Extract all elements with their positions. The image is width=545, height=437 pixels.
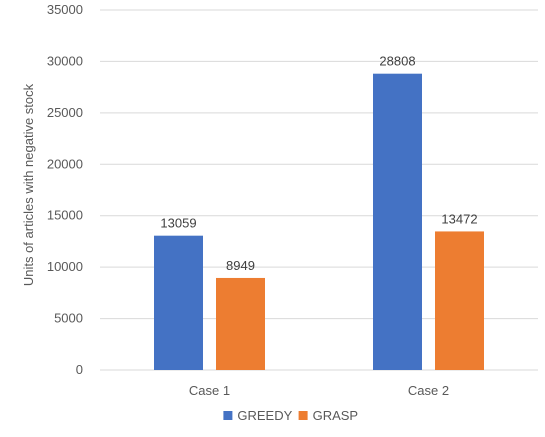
legend: GREEDY GRASP [223,408,358,423]
y-tick-label: 20000 [47,156,83,171]
y-tick-label: 10000 [47,259,83,274]
y-axis-ticks: 0 5000 10000 15000 20000 25000 30000 35000 [47,2,83,377]
y-tick-label: 30000 [47,53,83,68]
legend-label: GREEDY [237,408,292,423]
x-tick-label: Case 1 [189,383,230,398]
bar-grasp-case-1 [216,277,265,370]
y-tick-label: 15000 [47,208,83,223]
y-tick-label: 0 [76,362,83,377]
y-tick-label: 35000 [47,2,83,17]
data-label: 13472 [441,211,477,226]
bar-greedy-case-2 [373,73,422,370]
y-tick-label: 5000 [54,311,83,326]
x-tick-label: Case 2 [408,383,449,398]
data-label: 13059 [160,216,196,231]
data-label: 8949 [226,258,255,273]
bar-grasp-case-2 [435,231,484,370]
bar-greedy-case-1 [154,235,203,370]
legend-swatch-grasp [298,411,308,420]
data-label: 28808 [379,54,415,69]
bars [154,73,484,370]
legend-swatch-greedy [223,411,233,420]
x-axis-ticks: Case 1 Case 2 [189,383,449,398]
data-labels: 13059 8949 28808 13472 [160,54,477,273]
legend-label: GRASP [313,408,359,423]
y-tick-label: 25000 [47,105,83,120]
y-axis-title: Units of articles with negative stock [21,83,36,286]
